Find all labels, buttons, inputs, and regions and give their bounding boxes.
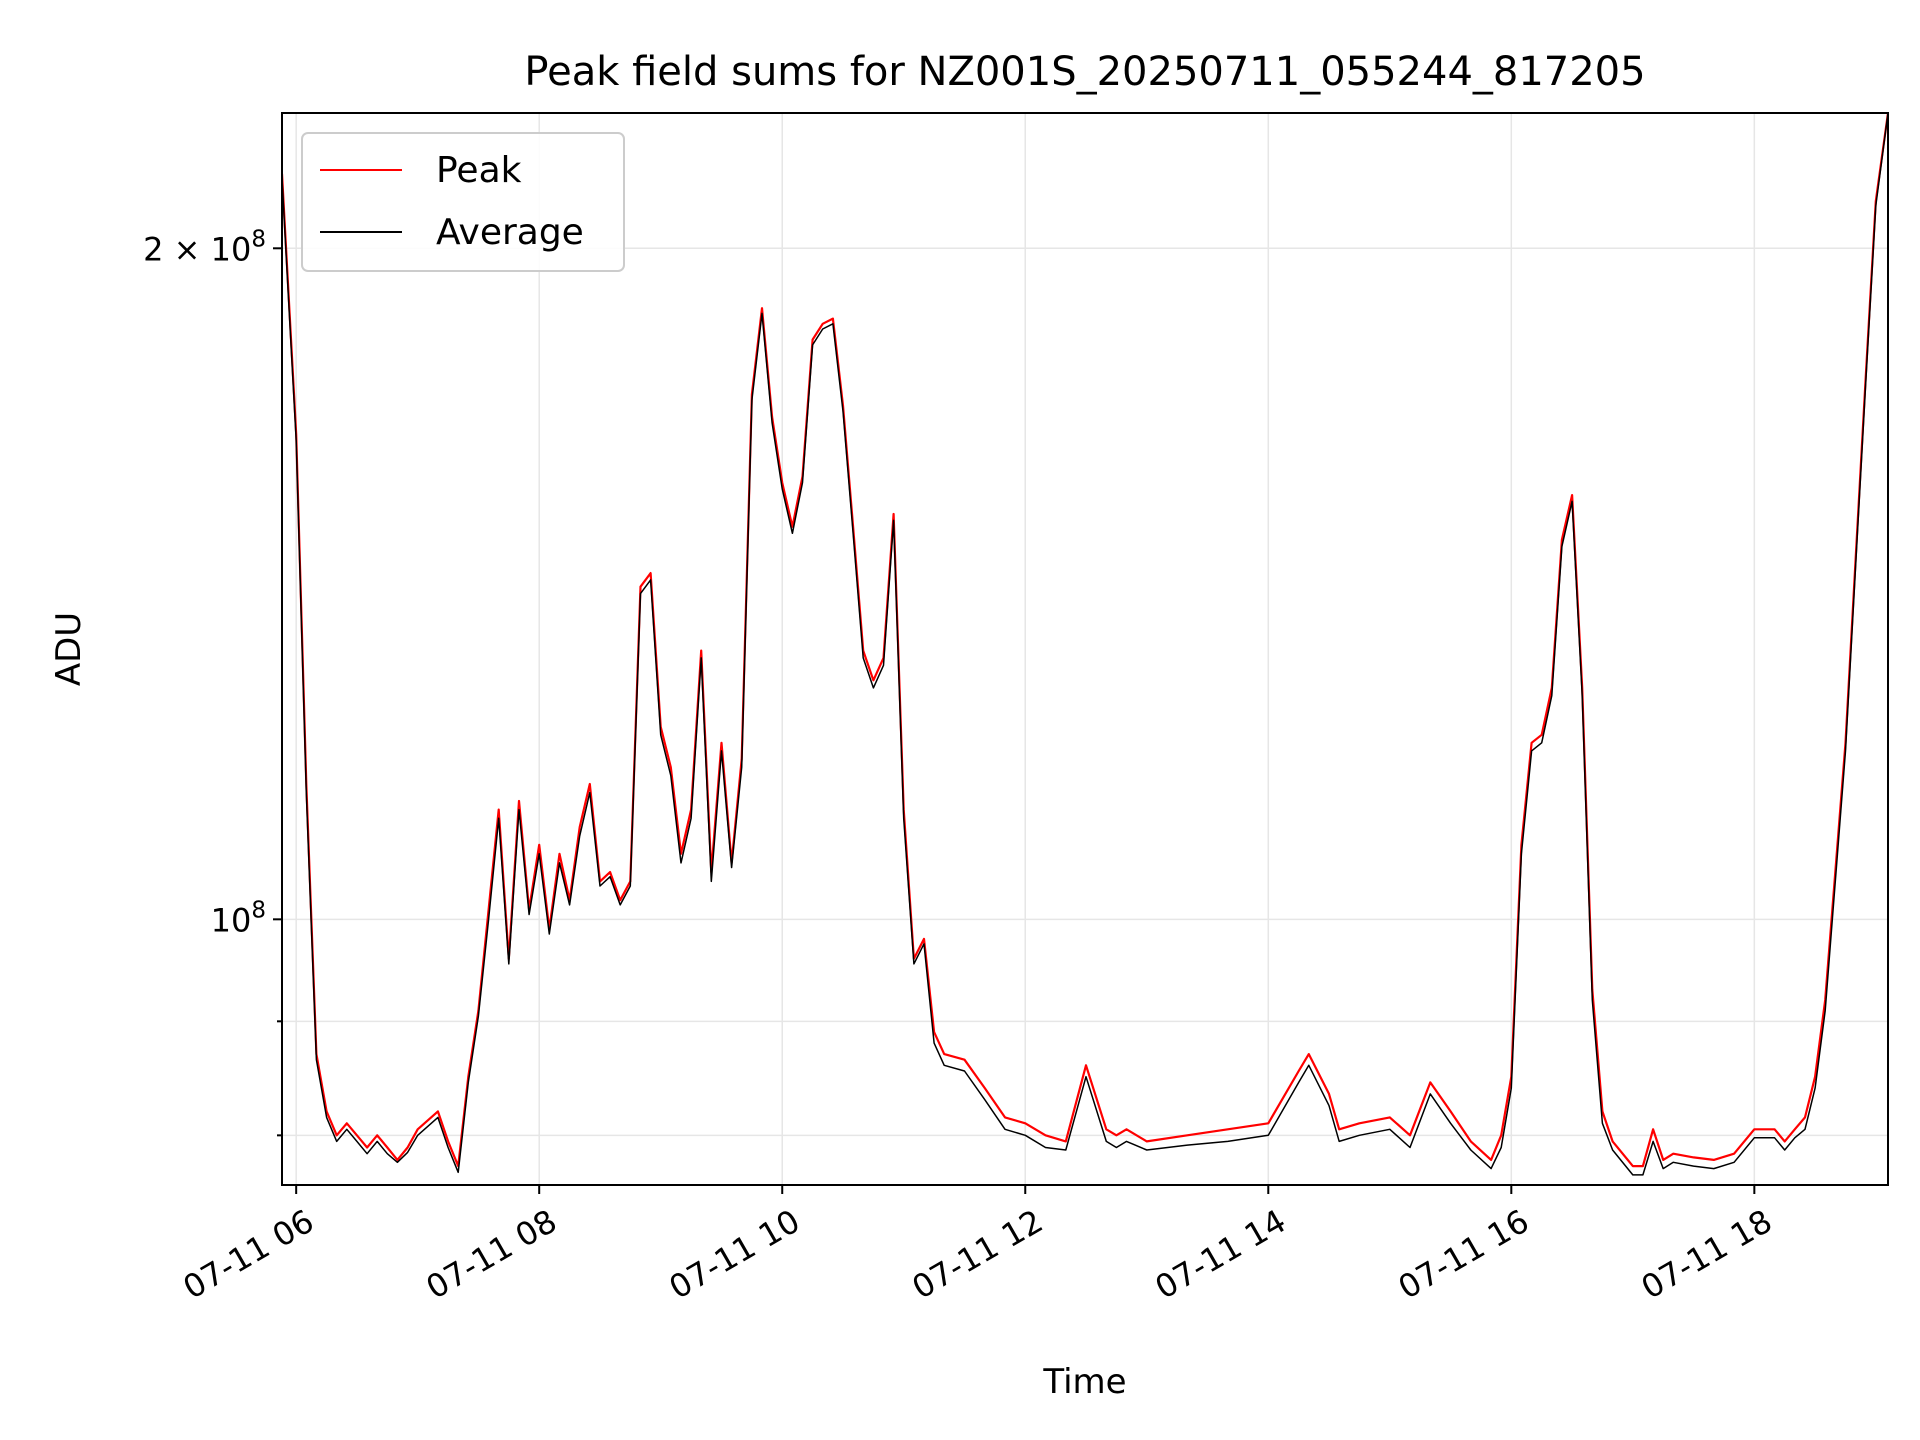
x-axis-label: Time	[1042, 1362, 1126, 1402]
legend: Peak Average	[301, 132, 625, 272]
chart-title: Peak field sums for NZ001S_20250711_0552…	[524, 49, 1645, 95]
series-layer	[282, 113, 1888, 1176]
legend-peak-label: Peak	[436, 150, 522, 191]
plot-frame	[281, 112, 1889, 1186]
legend-box	[301, 132, 625, 272]
series-line-average	[282, 113, 1888, 1176]
y-tick-label: 108	[211, 897, 266, 939]
y-axis: 108 2 × 108	[143, 226, 282, 1137]
y-tick-label: 2 × 108	[143, 226, 266, 268]
legend-average-label: Average	[436, 212, 584, 253]
y-axis-label: ADU	[49, 612, 89, 686]
